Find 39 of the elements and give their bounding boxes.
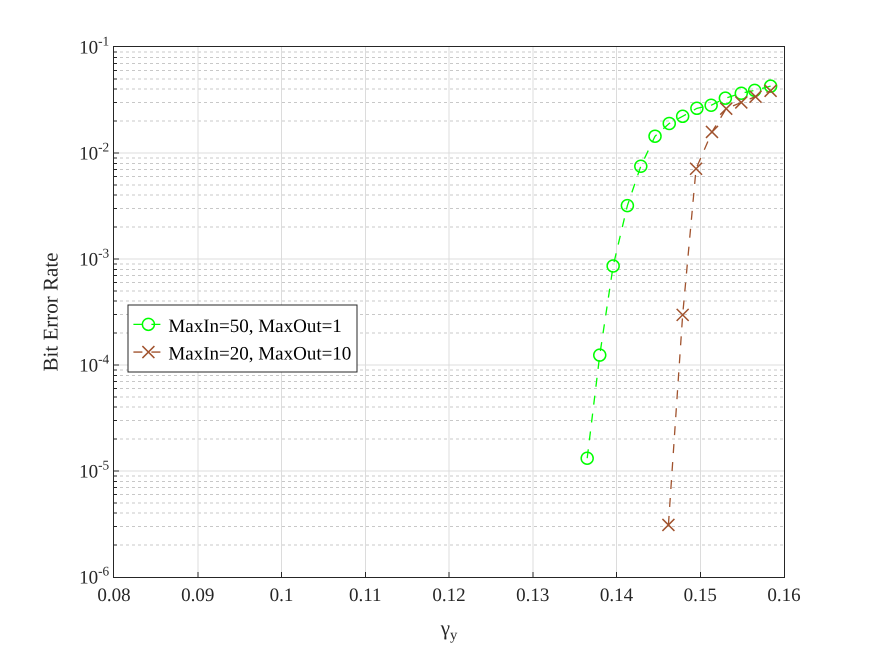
point [648,129,662,143]
point [676,308,690,322]
point [690,102,704,116]
point [748,90,762,104]
point [734,86,748,100]
point [606,259,620,273]
point [676,110,690,124]
point [764,84,778,98]
point [704,98,718,112]
point [734,96,748,110]
point [634,159,648,173]
x-tick-label: 0.16 [767,584,801,606]
x-tick-label: 0.1 [270,584,294,606]
point [662,518,676,532]
y-tick-label: 10$^{-4}$ [79,352,110,377]
x-tick-label: 0.11 [348,584,382,606]
legend-label: MaxIn=20, MaxOut=10 [168,343,352,364]
point [689,162,703,176]
x-tick-label: 0.13 [516,584,550,606]
point [764,79,778,93]
y-tick-label: 10$^{-5}$ [79,458,110,483]
y-axis-title: Bit Error Rate [38,252,62,372]
point [620,198,634,212]
x-tick-label: 0.14 [600,584,634,606]
point [748,84,762,98]
point [580,451,594,465]
point [662,116,676,130]
point [593,348,606,362]
x-tick-label: 0.09 [181,584,214,606]
legend-label: MaxIn=50, MaxOut=1 [168,316,342,337]
y-tick-label: 10$^{-3}$ [79,246,110,271]
point [705,125,719,139]
y-tick-label: 10$^{-1}$ [79,34,110,59]
point [719,102,733,116]
point [718,91,732,105]
y-tick-label: 10$^{-2}$ [79,140,110,165]
x-axis-title: γ$_{y}$ [440,616,458,644]
x-tick-label: 0.15 [684,584,717,606]
x-tick-label: 0.12 [432,584,466,606]
